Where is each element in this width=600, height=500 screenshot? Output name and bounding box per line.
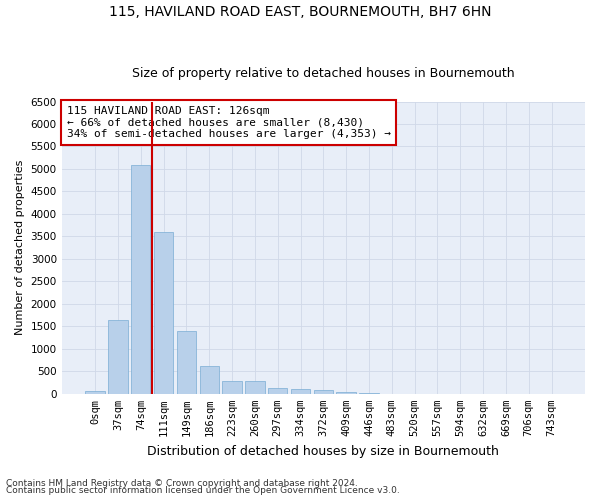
Bar <box>154 232 173 394</box>
Bar <box>108 320 128 394</box>
Text: 115 HAVILAND ROAD EAST: 126sqm
← 66% of detached houses are smaller (8,430)
34% : 115 HAVILAND ROAD EAST: 126sqm ← 66% of … <box>67 106 391 139</box>
Text: Contains public sector information licensed under the Open Government Licence v3: Contains public sector information licen… <box>6 486 400 495</box>
Bar <box>268 388 287 394</box>
Bar <box>200 366 219 394</box>
X-axis label: Distribution of detached houses by size in Bournemouth: Distribution of detached houses by size … <box>148 444 499 458</box>
Bar <box>314 390 333 394</box>
Bar <box>245 381 265 394</box>
Title: Size of property relative to detached houses in Bournemouth: Size of property relative to detached ho… <box>132 66 515 80</box>
Bar <box>177 331 196 394</box>
Y-axis label: Number of detached properties: Number of detached properties <box>15 160 25 336</box>
Bar <box>337 392 356 394</box>
Bar <box>223 380 242 394</box>
Bar <box>85 390 105 394</box>
Bar <box>131 166 151 394</box>
Text: Contains HM Land Registry data © Crown copyright and database right 2024.: Contains HM Land Registry data © Crown c… <box>6 478 358 488</box>
Text: 115, HAVILAND ROAD EAST, BOURNEMOUTH, BH7 6HN: 115, HAVILAND ROAD EAST, BOURNEMOUTH, BH… <box>109 5 491 19</box>
Bar <box>291 389 310 394</box>
